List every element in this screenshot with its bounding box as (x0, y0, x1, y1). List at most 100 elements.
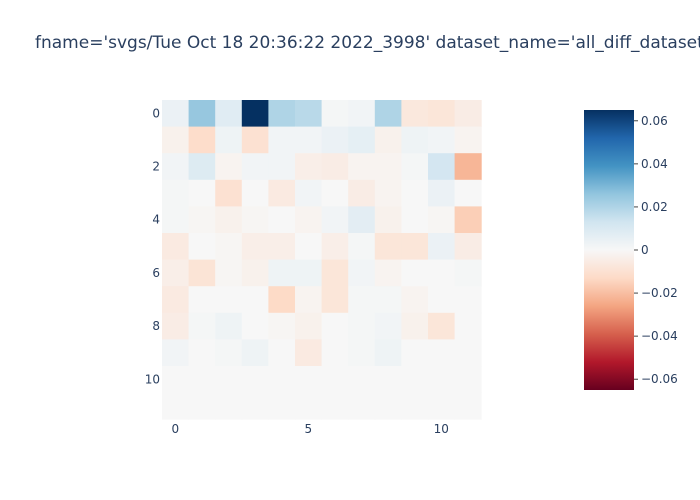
heatmap-cell (162, 339, 189, 366)
heatmap-cell (401, 393, 428, 420)
heatmap-cell (162, 206, 189, 233)
heatmap-cell (375, 206, 402, 233)
heatmap-cell (268, 260, 295, 287)
heatmap-cell (348, 127, 375, 154)
heatmap-cell (455, 127, 482, 154)
heatmap-cell (401, 206, 428, 233)
heatmap-cell (295, 393, 322, 420)
heatmap-cell (162, 393, 189, 420)
heatmap-cell (428, 366, 455, 393)
heatmap-cell (348, 339, 375, 366)
heatmap-cell (295, 313, 322, 340)
colorbar-tick-label: 0.06 (641, 114, 668, 128)
heatmap-cell (428, 206, 455, 233)
heatmap-cell (322, 366, 349, 393)
heatmap-cell (295, 100, 322, 127)
heatmap-cell (322, 260, 349, 287)
y-tick-label: 8 (152, 319, 160, 333)
heatmap-cell (268, 127, 295, 154)
heatmap-cell (401, 260, 428, 287)
heatmap-cell (428, 393, 455, 420)
heatmap-cell (215, 339, 242, 366)
heatmap-cell (215, 100, 242, 127)
heatmap-cell (215, 127, 242, 154)
heatmap-cell (295, 339, 322, 366)
heatmap-cell (215, 206, 242, 233)
heatmap-cell (375, 100, 402, 127)
heatmap-cell (242, 393, 269, 420)
heatmap-cell (348, 286, 375, 313)
heatmap-cell (295, 180, 322, 207)
heatmap-cell (428, 233, 455, 260)
heatmap-cell (455, 153, 482, 180)
heatmap-cell (401, 313, 428, 340)
heatmap-cell (322, 206, 349, 233)
x-tick-label: 5 (304, 422, 312, 436)
heatmap-cell (322, 153, 349, 180)
heatmap-cell (215, 233, 242, 260)
heatmap-cell (375, 260, 402, 287)
heatmap-cell (428, 286, 455, 313)
heatmap-cell (162, 127, 189, 154)
y-tick-label: 2 (152, 160, 160, 174)
heatmap-cell (162, 313, 189, 340)
heatmap-cell (295, 286, 322, 313)
heatmap-cell (162, 180, 189, 207)
colorbar-tick-label: 0.04 (641, 157, 668, 171)
heatmap-cell (215, 180, 242, 207)
heatmap-cell (455, 180, 482, 207)
heatmap-cell (428, 260, 455, 287)
heatmap-cell (322, 393, 349, 420)
heatmap-cell (268, 100, 295, 127)
heatmap-cell (348, 180, 375, 207)
heatmap-cell (162, 233, 189, 260)
heatmap-cell (348, 206, 375, 233)
heatmap-cell (375, 180, 402, 207)
heatmap-cell (242, 366, 269, 393)
heatmap-cell (375, 233, 402, 260)
heatmap-cell (348, 260, 375, 287)
heatmap-cell (348, 100, 375, 127)
heatmap-cell (455, 393, 482, 420)
heatmap-cell (348, 393, 375, 420)
heatmap-cell (242, 127, 269, 154)
y-tick-label: 4 (152, 213, 160, 227)
heatmap-cell (189, 127, 216, 154)
heatmap-cell (428, 100, 455, 127)
heatmap-cell (268, 339, 295, 366)
heatmap-cell (401, 180, 428, 207)
heatmap-cell (215, 313, 242, 340)
heatmap-cell (268, 206, 295, 233)
heatmap-cell (455, 206, 482, 233)
heatmap-cell (295, 127, 322, 154)
heatmap-cell (375, 286, 402, 313)
heatmap-cell (375, 313, 402, 340)
heatmap-cell (348, 366, 375, 393)
heatmap-cell (162, 286, 189, 313)
heatmap-cell (242, 339, 269, 366)
heatmap-cell (162, 100, 189, 127)
heatmap-cell (189, 233, 216, 260)
heatmap-cell (189, 313, 216, 340)
heatmap-cell (189, 260, 216, 287)
heatmap-cell (348, 153, 375, 180)
heatmap-cell (428, 153, 455, 180)
heatmap-cell (268, 153, 295, 180)
heatmap-cell (455, 286, 482, 313)
heatmap-cell (189, 206, 216, 233)
heatmap-cell (455, 313, 482, 340)
heatmap-cell (242, 313, 269, 340)
heatmap-cell (242, 233, 269, 260)
heatmap-cell (215, 286, 242, 313)
heatmap-cell (375, 127, 402, 154)
heatmap-cell (401, 100, 428, 127)
heatmap-cell (455, 100, 482, 127)
heatmap-cell (428, 127, 455, 154)
heatmap-cell (189, 393, 216, 420)
heatmap-cell (215, 366, 242, 393)
colorbar-tick-label: −0.02 (641, 286, 678, 300)
heatmap-cell (322, 286, 349, 313)
heatmap-cell (268, 366, 295, 393)
heatmap-cell (322, 127, 349, 154)
heatmap-cell (189, 180, 216, 207)
